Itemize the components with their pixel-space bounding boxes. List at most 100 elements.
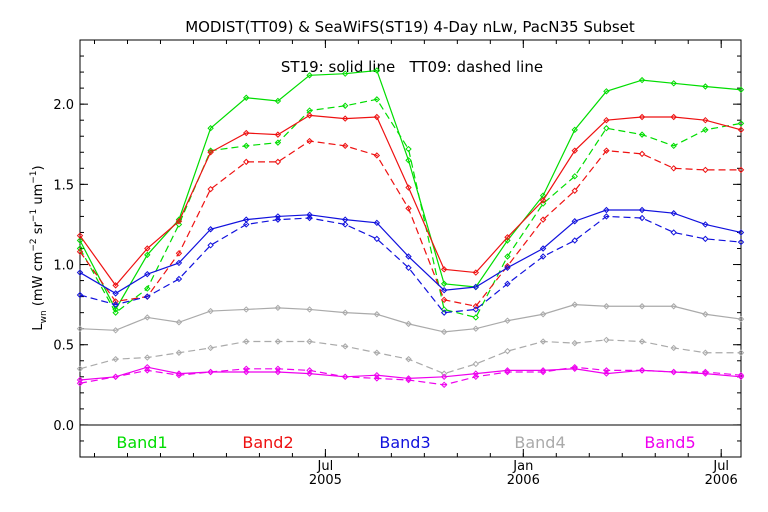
data-point — [76, 248, 84, 255]
data-point — [274, 158, 282, 166]
data-point — [571, 187, 578, 194]
data-point — [472, 360, 480, 368]
data-point — [306, 211, 313, 219]
data-point — [603, 147, 610, 154]
data-point — [243, 338, 250, 345]
data-point — [702, 83, 709, 90]
series-band4-dashed — [76, 336, 745, 377]
data-point — [504, 253, 511, 260]
series-band2-solid — [76, 112, 745, 289]
data-point — [405, 157, 412, 164]
data-point — [274, 304, 282, 312]
data-point — [603, 370, 610, 377]
data-point — [112, 298, 119, 305]
data-point — [112, 301, 119, 308]
data-point — [306, 214, 313, 222]
data-point — [144, 354, 151, 361]
data-point — [373, 311, 381, 318]
data-point — [737, 315, 745, 323]
x-tick-month: Jan — [512, 459, 533, 474]
series-layer — [76, 67, 745, 389]
data-point — [207, 344, 214, 352]
data-point — [440, 309, 448, 316]
data-point — [603, 88, 610, 95]
data-point — [274, 213, 282, 220]
data-point — [144, 367, 151, 374]
data-point — [472, 303, 480, 310]
data-point — [539, 368, 547, 376]
data-point — [341, 343, 349, 350]
series-band5-dashed — [76, 363, 745, 389]
x-tick-month: Jul — [712, 459, 729, 474]
data-point — [737, 166, 745, 174]
y-tick-label: 2.0 — [53, 98, 74, 113]
data-point — [373, 96, 381, 103]
data-point — [603, 367, 610, 374]
data-point — [638, 113, 646, 121]
data-point — [243, 129, 250, 137]
data-point — [504, 262, 511, 270]
data-point — [274, 97, 282, 105]
data-point — [112, 373, 119, 381]
data-point — [76, 245, 84, 252]
data-point — [112, 309, 119, 316]
data-point — [144, 251, 151, 259]
data-point — [243, 142, 250, 150]
data-point — [603, 125, 610, 132]
legend-band1: Band1 — [116, 433, 167, 452]
data-point — [373, 113, 381, 121]
data-point — [504, 347, 511, 355]
data-point — [341, 309, 349, 316]
data-point — [670, 303, 677, 310]
data-point — [243, 158, 250, 166]
legend: Band1 Band2 Band3 Band4 Band5 — [116, 433, 695, 452]
data-point — [737, 86, 745, 93]
data-point — [504, 280, 511, 287]
data-point — [175, 371, 183, 379]
data-point — [472, 306, 480, 313]
data-point — [207, 149, 214, 156]
data-point — [306, 367, 313, 374]
data-point — [670, 368, 677, 376]
data-point — [274, 368, 282, 376]
data-point — [274, 131, 282, 138]
data-point — [670, 210, 677, 217]
data-point — [638, 367, 646, 374]
data-point — [243, 368, 250, 376]
data-point — [306, 338, 313, 345]
series-line-band2-solid — [79, 114, 742, 287]
series-line-band4-solid — [79, 304, 742, 333]
data-point — [144, 245, 151, 252]
data-point — [306, 137, 313, 145]
data-point — [638, 303, 646, 310]
data-point — [341, 221, 349, 228]
data-point — [405, 376, 412, 384]
series-band1-solid — [76, 67, 745, 313]
data-point — [112, 327, 119, 334]
series-line-band3-dashed — [79, 215, 742, 314]
data-point — [207, 307, 214, 315]
series-band4-solid — [76, 301, 745, 336]
data-point — [76, 325, 84, 332]
data-point — [76, 365, 84, 372]
data-point — [112, 282, 119, 289]
legend-band5: Band5 — [644, 433, 695, 452]
data-point — [472, 314, 480, 321]
data-point — [144, 285, 151, 292]
data-point — [306, 72, 313, 79]
series-line-band2-dashed — [79, 140, 741, 307]
data-point — [539, 216, 547, 223]
data-point — [670, 80, 677, 87]
data-point — [405, 355, 412, 363]
data-point — [207, 242, 214, 249]
data-point — [472, 269, 480, 276]
data-point — [670, 229, 677, 236]
data-point — [440, 286, 448, 294]
data-point — [638, 338, 646, 345]
data-point — [737, 349, 745, 356]
data-point — [603, 213, 610, 220]
data-point — [670, 344, 677, 352]
data-point — [175, 250, 183, 257]
data-point — [341, 115, 349, 122]
